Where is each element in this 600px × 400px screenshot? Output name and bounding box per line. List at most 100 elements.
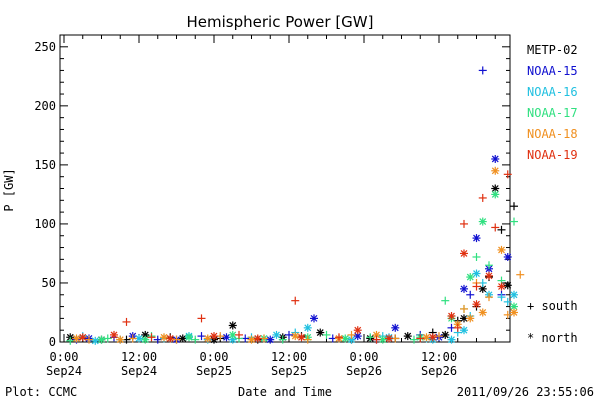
- north-point-noaa-15: [491, 154, 500, 163]
- symbol-legend-south: + south: [527, 299, 578, 313]
- north-point-noaa-18: [491, 166, 500, 175]
- north-point-noaa-19: [353, 326, 362, 335]
- north-point-noaa-15: [391, 323, 400, 332]
- south-point-metp-02: [497, 225, 506, 234]
- symbol-legend-north: * north: [527, 331, 578, 345]
- north-point-noaa-17: [466, 273, 475, 282]
- north-point-metp-02: [478, 284, 487, 293]
- north-point-noaa-18: [247, 335, 256, 344]
- north-point-noaa-15: [266, 335, 275, 344]
- north-point-noaa-18: [422, 333, 431, 342]
- north-point-noaa-19: [472, 300, 481, 309]
- north-point-noaa-18: [160, 333, 168, 342]
- north-point-noaa-19: [210, 332, 218, 341]
- x-tick-label-time: 12:00: [421, 350, 457, 364]
- north-point-noaa-17: [510, 302, 518, 311]
- south-point-noaa-18: [172, 335, 181, 344]
- north-point-metp-02: [403, 332, 412, 341]
- north-point-noaa-16: [91, 336, 100, 345]
- north-point-metp-02: [441, 330, 450, 339]
- north-point-noaa-15: [472, 234, 481, 243]
- south-point-noaa-19: [472, 282, 481, 291]
- north-point-noaa-16: [272, 330, 281, 339]
- south-point-noaa-19: [122, 317, 131, 326]
- north-point-noaa-18: [72, 334, 81, 343]
- x-axis-label: Date and Time: [238, 385, 332, 399]
- north-point-noaa-18: [510, 308, 518, 317]
- south-point-noaa-17: [278, 335, 287, 344]
- plot-area-frame: [59, 34, 511, 343]
- south-point-noaa-19: [335, 333, 343, 342]
- footer-timestamp: 2011/09/26 23:55:06: [457, 385, 594, 399]
- legend-entry-noaa-17: NOAA-17: [527, 106, 578, 120]
- south-point-noaa-19: [416, 334, 425, 343]
- north-point-metp-02: [316, 328, 325, 337]
- north-point-noaa-18: [116, 335, 125, 344]
- north-point-noaa-17: [97, 335, 106, 344]
- south-point-noaa-18: [303, 335, 312, 344]
- north-point-noaa-18: [497, 245, 506, 254]
- y-axis-label: P [GW]: [2, 168, 16, 211]
- south-point-noaa-15: [285, 330, 293, 339]
- south-point-noaa-18: [503, 310, 512, 319]
- south-point-noaa-19: [197, 314, 206, 323]
- data-points: [66, 66, 525, 345]
- north-point-metp-02: [178, 334, 187, 343]
- south-point-noaa-18: [485, 293, 493, 302]
- north-point-noaa-17: [228, 330, 237, 339]
- north-point-noaa-19: [297, 333, 306, 342]
- south-point-noaa-19: [235, 330, 243, 339]
- north-point-noaa-16: [347, 335, 356, 344]
- south-point-noaa-19: [453, 323, 462, 332]
- north-point-noaa-15: [353, 332, 362, 341]
- y-tick-label: 250: [34, 40, 56, 54]
- south-point-noaa-19: [147, 333, 156, 342]
- north-point-metp-02: [228, 321, 237, 330]
- x-tick-label-date: Sep26: [421, 364, 457, 378]
- north-point-noaa-16: [460, 326, 468, 335]
- south-point-noaa-19: [460, 219, 468, 228]
- south-point-noaa-17: [485, 261, 493, 270]
- y-tick-label: 100: [34, 217, 56, 231]
- south-point-noaa-18: [516, 270, 525, 279]
- x-tick-label-time: 0:00: [350, 350, 379, 364]
- north-point-noaa-19: [428, 333, 437, 342]
- south-point-noaa-17: [366, 333, 375, 342]
- y-tick-label: 150: [34, 158, 56, 172]
- south-point-noaa-17: [510, 217, 518, 226]
- north-point-noaa-17: [478, 217, 487, 226]
- y-tick-label: 200: [34, 99, 56, 113]
- north-point-noaa-15: [503, 252, 512, 261]
- south-point-noaa-18: [347, 330, 356, 339]
- legend-entry-metp-02: METP-02: [527, 43, 578, 57]
- north-point-noaa-17: [491, 190, 500, 199]
- south-point-metp-02: [510, 202, 518, 211]
- south-point-noaa-17: [66, 336, 75, 345]
- y-tick-label: 0: [49, 335, 56, 349]
- north-point-noaa-17: [185, 333, 193, 342]
- legend-entry-noaa-15: NOAA-15: [527, 64, 578, 78]
- north-point-noaa-16: [510, 290, 518, 299]
- north-point-metp-02: [503, 281, 512, 290]
- south-point-noaa-19: [372, 335, 381, 344]
- x-tick-label-date: Sep25: [271, 364, 307, 378]
- north-point-noaa-19: [166, 334, 175, 343]
- x-tick-label-time: 0:00: [200, 350, 229, 364]
- south-point-noaa-17: [191, 335, 200, 344]
- legend-entry-noaa-19: NOAA-19: [527, 148, 578, 162]
- footer-credit: Plot: CCMC: [5, 385, 77, 399]
- south-point-noaa-15: [153, 335, 162, 344]
- legend-entry-noaa-18: NOAA-18: [527, 127, 578, 141]
- north-point-noaa-16: [472, 269, 481, 278]
- south-point-noaa-16: [497, 293, 506, 302]
- x-tick-label-date: Sep24: [46, 364, 82, 378]
- x-tick-label-time: 12:00: [121, 350, 157, 364]
- north-point-noaa-17: [141, 335, 150, 344]
- south-point-noaa-18: [85, 335, 93, 344]
- chart-title: Hemispheric Power [GW]: [187, 13, 374, 31]
- north-point-noaa-15: [310, 314, 318, 323]
- south-point-noaa-17: [322, 330, 331, 339]
- north-point-noaa-16: [303, 323, 312, 332]
- south-point-noaa-15: [478, 66, 487, 75]
- north-point-noaa-18: [203, 334, 212, 343]
